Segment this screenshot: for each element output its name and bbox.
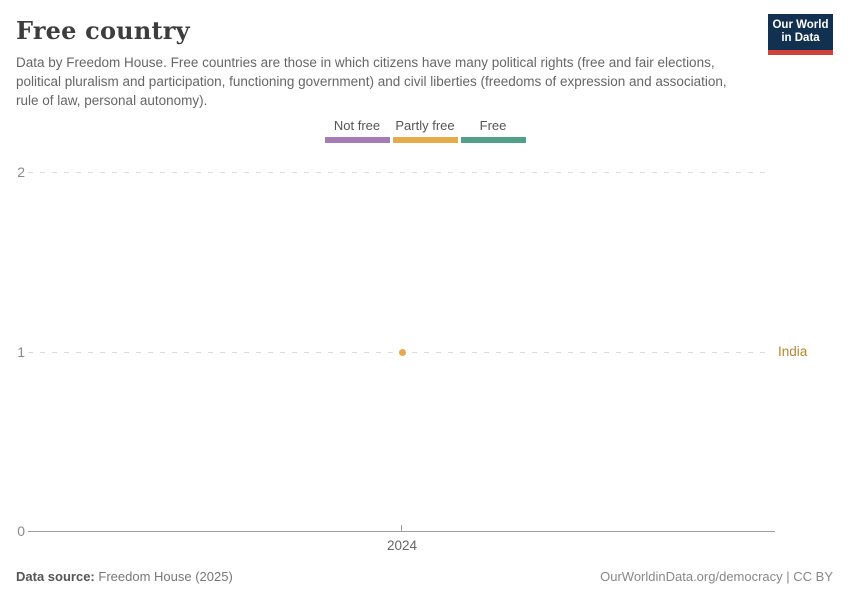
legend-swatch-free (460, 137, 526, 143)
y-tick-label-2: 2 (17, 164, 25, 180)
legend-swatch-partly-free (392, 137, 458, 143)
legend: Not free Partly free Free (0, 118, 850, 143)
license-link[interactable]: OurWorldinData.org/democracy | CC BY (600, 569, 833, 584)
x-axis-line (28, 531, 775, 532)
data-source-value: Freedom House (2025) (98, 569, 233, 584)
owid-logo-line1: Our World (772, 19, 829, 31)
y-tick-label-1: 1 (17, 344, 25, 360)
legend-item-free[interactable]: Free (460, 118, 526, 143)
y-tick-label-0: 0 (17, 523, 25, 539)
entity-label-india[interactable]: India (778, 344, 808, 359)
data-point-india-2024[interactable] (398, 348, 406, 356)
legend-swatch-not-free (324, 137, 390, 143)
x-tick-mark-2024 (401, 525, 402, 531)
chart-subtitle: Data by Freedom House. Free countries ar… (16, 55, 727, 108)
legend-label: Not free (333, 118, 381, 133)
data-source-note: Data source: Freedom House (2025) (16, 569, 233, 584)
gridline-y2 (28, 172, 770, 173)
legend-label: Free (479, 118, 507, 133)
owid-logo-accent-bar (768, 50, 833, 55)
legend-item-partly-free[interactable]: Partly free (392, 118, 458, 143)
chart-title: Free country (16, 16, 190, 45)
data-source-label: Data source: (16, 569, 95, 584)
legend-label: Partly free (395, 118, 455, 133)
owid-logo-line2: in Data (781, 32, 820, 44)
owid-logo-box: Our World in Data (768, 14, 833, 50)
owid-logo[interactable]: Our World in Data (768, 14, 833, 55)
x-tick-label-2024: 2024 (386, 538, 418, 553)
legend-item-not-free[interactable]: Not free (324, 118, 390, 143)
